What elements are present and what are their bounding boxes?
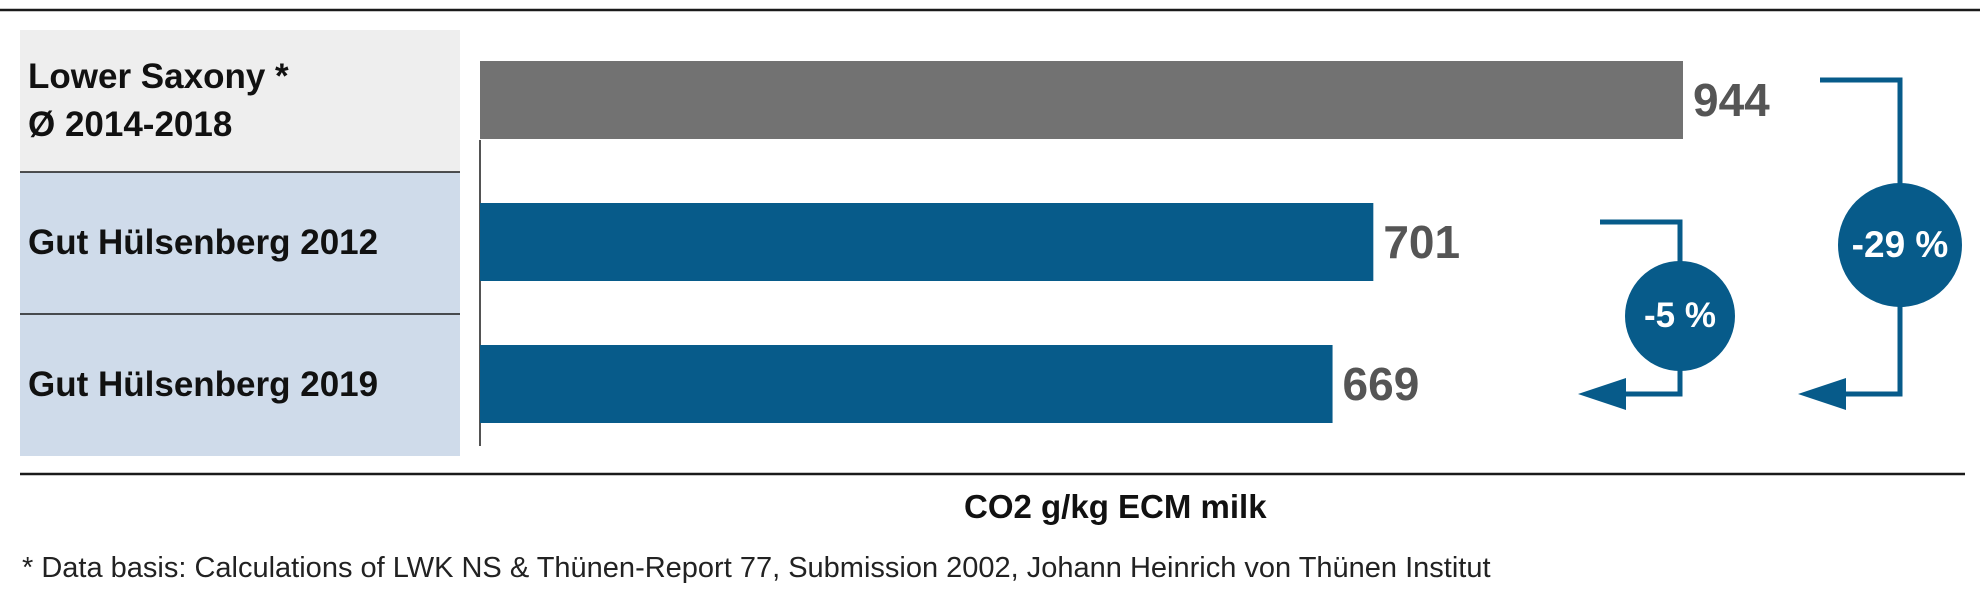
category-row-bg-1	[20, 30, 460, 172]
category-row-bg-2	[20, 172, 460, 314]
category-label: Ø 2014-2018	[28, 105, 233, 144]
value-label: 944	[1693, 74, 1770, 126]
bar-1	[480, 61, 1683, 139]
bracket-29-arrowhead	[1798, 378, 1846, 410]
category-row-bg-3	[20, 314, 460, 456]
bracket-5-arrowhead	[1578, 378, 1626, 410]
value-label: 669	[1342, 358, 1420, 410]
bar-3	[480, 345, 1333, 423]
category-label: Gut Hülsenberg 2012	[28, 223, 379, 262]
category-label: Lower Saxony *	[28, 57, 289, 96]
bar-2	[480, 203, 1374, 281]
category-label: Gut Hülsenberg 2019	[28, 365, 379, 404]
footnote: * Data basis: Calculations of LWK NS & T…	[22, 552, 1491, 584]
x-axis-label: CO2 g/kg ECM milk	[964, 488, 1267, 525]
value-label: 701	[1383, 216, 1461, 268]
reduction-badge-5: -5 %	[1625, 261, 1735, 371]
reduction-badge-29: -29 %	[1838, 183, 1962, 307]
